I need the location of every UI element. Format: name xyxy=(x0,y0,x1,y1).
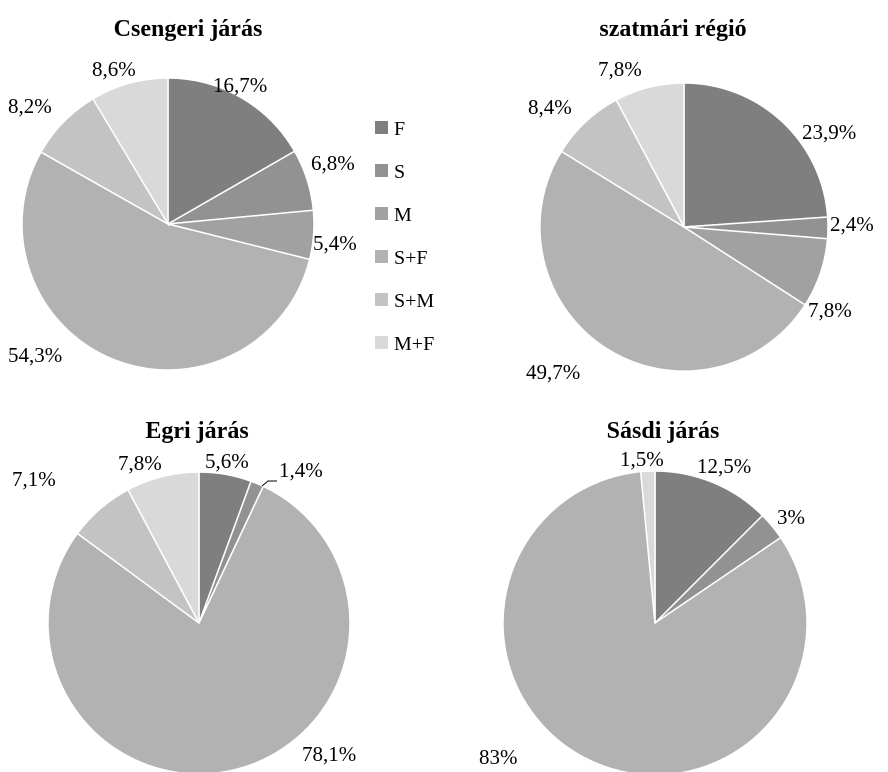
data-label-sasdi-f: 12,5% xyxy=(697,454,751,478)
pie-slice-egri-sf xyxy=(47,485,351,772)
data-label-szatmari-f: 23,9% xyxy=(802,120,856,144)
data-label-csengeri-m: 5,4% xyxy=(313,231,357,255)
pie-slice-sasdi-mf xyxy=(639,470,656,624)
pie-slice-csengeri-sf xyxy=(21,151,311,371)
chart-title-egri: Egri járás xyxy=(145,418,248,444)
data-label-egri-mf: 7,8% xyxy=(118,451,162,475)
legend: F S M S+F S+M M+F xyxy=(375,118,434,355)
data-label-sasdi-s: 3% xyxy=(777,505,805,529)
data-label-szatmari-sm: 8,4% xyxy=(528,95,572,119)
data-label-szatmari-sf: 49,7% xyxy=(526,360,580,384)
pie-slice-egri-mf xyxy=(126,471,200,624)
leader-line-egri-s xyxy=(261,480,277,487)
data-label-csengeri-s: 6,8% xyxy=(311,151,355,175)
pie-slice-csengeri-mf xyxy=(91,77,169,227)
data-label-csengeri-sm: 8,2% xyxy=(8,94,52,118)
legend-swatch-s xyxy=(375,164,388,177)
pie-slice-sasdi-sf xyxy=(502,470,808,772)
legend-label-sm: S+M xyxy=(394,290,434,312)
data-label-egri-f: 5,6% xyxy=(205,449,249,473)
legend-swatch-sf xyxy=(375,250,388,263)
pie-slice-szatmari-mf xyxy=(615,82,685,228)
data-label-csengeri-sf: 54,3% xyxy=(8,343,62,367)
data-label-csengeri-f: 16,7% xyxy=(213,73,267,97)
pie-slice-szatmari-f xyxy=(683,82,829,228)
legend-label-mf: M+F xyxy=(394,333,434,355)
pie-slice-szatmari-sf xyxy=(539,150,807,372)
data-label-szatmari-mf: 7,8% xyxy=(598,57,642,81)
chart-title-csengeri: Csengeri járás xyxy=(114,16,263,42)
legend-swatch-sm xyxy=(375,293,388,306)
pie-slice-csengeri-f xyxy=(167,77,296,226)
legend-label-f: F xyxy=(394,118,405,140)
data-label-sasdi-sf: 83% xyxy=(479,745,518,769)
pies-group: 16,7% 6,8% 5,4% 54,3% 8,2% 8,6% 23,9% 2,4% 7,8% 4… xyxy=(8,57,874,772)
data-label-szatmari-s: 2,4% xyxy=(830,212,874,236)
data-label-egri-s: 1,4% xyxy=(279,458,323,482)
data-label-sasdi-mf: 1,5% xyxy=(620,447,664,471)
data-label-egri-sf: 78,1% xyxy=(302,742,356,766)
data-label-szatmari-m: 7,8% xyxy=(808,298,852,322)
data-label-csengeri-mf: 8,6% xyxy=(92,57,136,81)
legend-swatch-m xyxy=(375,207,388,220)
legend-label-s: S xyxy=(394,161,405,183)
chart-title-szatmari: szatmári régió xyxy=(599,16,746,42)
legend-swatch-f xyxy=(375,121,388,134)
chart-title-sasdi: Sásdi járás xyxy=(607,418,720,444)
legend-swatch-mf xyxy=(375,336,388,349)
legend-label-m: M xyxy=(394,204,412,226)
data-label-egri-sm: 7,1% xyxy=(12,467,56,491)
pie-slice-sasdi-f xyxy=(654,470,764,625)
legend-label-sf: S+F xyxy=(394,247,428,269)
